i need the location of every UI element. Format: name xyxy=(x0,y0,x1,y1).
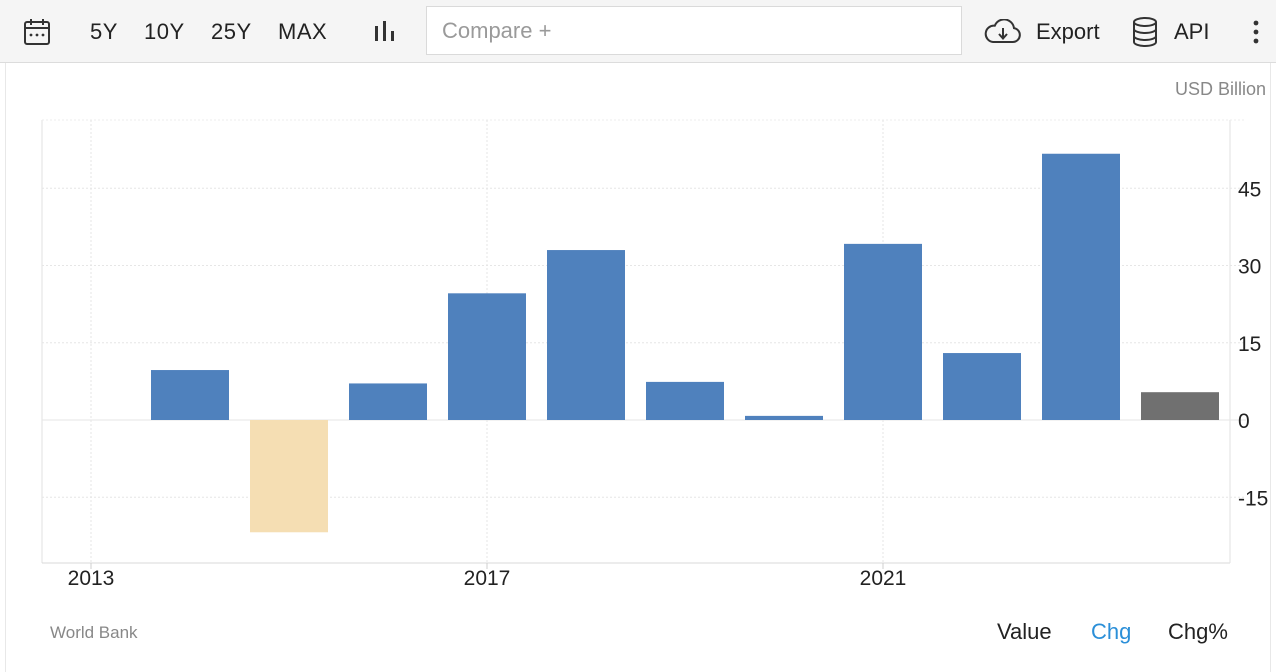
bar-2017[interactable] xyxy=(448,293,526,420)
cloud-download-icon xyxy=(984,18,1021,43)
x-tick-label: 2021 xyxy=(860,567,907,590)
bar-2016[interactable] xyxy=(349,383,427,420)
mode-chg-button[interactable]: Chg xyxy=(1091,619,1132,644)
bar-2023[interactable] xyxy=(1042,153,1120,420)
bar-2015[interactable] xyxy=(250,420,328,533)
unit-label: USD Billion xyxy=(1174,79,1266,99)
bar-2020[interactable] xyxy=(745,415,823,420)
bar-2019[interactable] xyxy=(646,381,724,420)
more-vertical-icon xyxy=(1253,20,1259,43)
calendar-button[interactable] xyxy=(22,0,52,63)
y-tick-label: 45 xyxy=(1238,178,1261,201)
bar-chart-icon xyxy=(375,20,394,41)
y-tick-label: 0 xyxy=(1238,410,1250,433)
bar-chart: -15 0 15 30 45 2013 2017 2021 xyxy=(41,119,1268,590)
api-label: API xyxy=(1174,18,1210,44)
database-icon xyxy=(1133,16,1157,47)
range-5y-button[interactable]: 5Y xyxy=(90,18,118,44)
source-label: World Bank xyxy=(50,623,138,642)
range-10y-button[interactable]: 10Y xyxy=(144,18,185,44)
calendar-icon xyxy=(24,18,50,45)
toolbar: 5Y 10Y 25Y MAX Export API xyxy=(0,0,1276,63)
range-max-button[interactable]: MAX xyxy=(278,18,328,44)
export-label: Export xyxy=(1036,18,1100,44)
bar-2018[interactable] xyxy=(547,250,625,420)
x-tick-label: 2017 xyxy=(464,567,511,590)
x-tick-label: 2013 xyxy=(68,567,115,590)
chart-frame xyxy=(5,63,1271,672)
bar-2022[interactable] xyxy=(943,353,1021,420)
y-tick-label: -15 xyxy=(1238,487,1268,510)
y-tick-label: 15 xyxy=(1238,333,1261,356)
mode-value-button[interactable]: Value xyxy=(997,619,1052,644)
y-tick-label: 30 xyxy=(1238,256,1261,279)
api-button[interactable]: API xyxy=(1132,0,1209,63)
mode-chg-pct-button[interactable]: Chg% xyxy=(1168,619,1228,644)
range-25y-button[interactable]: 25Y xyxy=(211,18,252,44)
compare-input[interactable] xyxy=(426,6,962,55)
bar-2014[interactable] xyxy=(151,370,229,420)
more-options-button[interactable] xyxy=(1250,0,1262,63)
chart-type-button[interactable] xyxy=(372,0,398,63)
export-button[interactable]: Export xyxy=(984,0,1100,63)
bar-2024[interactable] xyxy=(1141,392,1219,420)
bar-2021[interactable] xyxy=(844,243,922,420)
